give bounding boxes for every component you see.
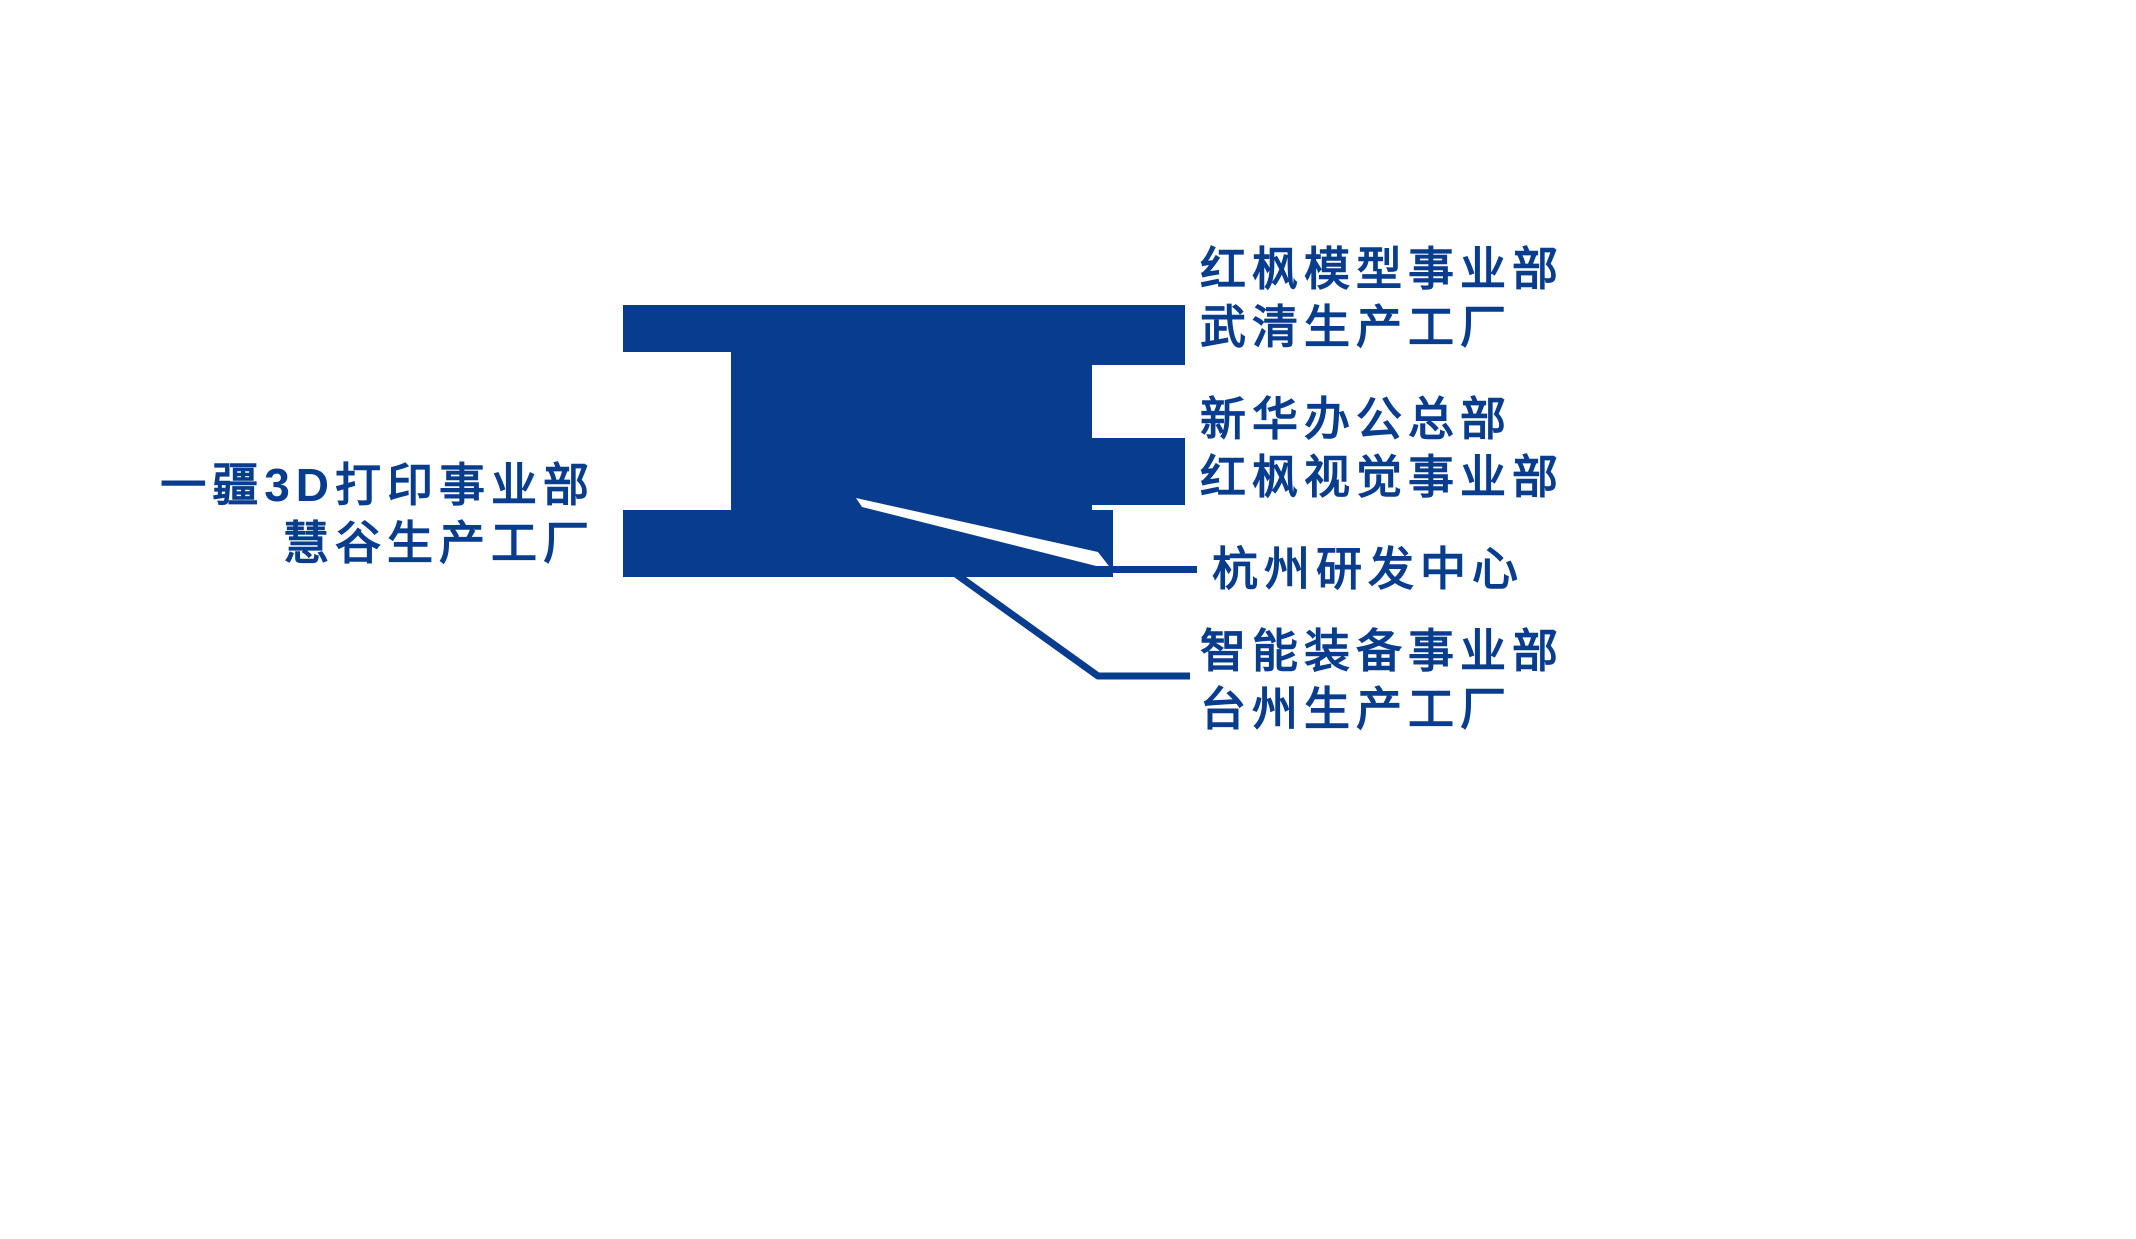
label-line-hq: 新华办公总部 xyxy=(1200,393,1512,445)
leader-line-taizhou xyxy=(950,569,1190,680)
label-line-factory: 武清生产工厂 xyxy=(1200,301,1512,353)
label-line-unit: 红枫模型事业部 xyxy=(1200,243,1564,295)
label-taizhou-smart-equipment: 智能装备事业部 台州生产工厂 xyxy=(1200,622,1564,738)
map-silhouette-shape xyxy=(623,305,1185,577)
label-yijiang-3d-printing: 一疆3D打印事业部 慧谷生产工厂 xyxy=(100,456,595,572)
label-line-factory: 慧谷生产工厂 xyxy=(283,517,595,569)
diagonal-slash-cutout xyxy=(856,498,1112,570)
label-line-factory: 台州生产工厂 xyxy=(1200,683,1512,735)
label-line-unit: 智能装备事业部 xyxy=(1200,625,1564,677)
label-line-rd: 杭州研发中心 xyxy=(1212,543,1524,595)
label-xinhua-headquarters: 新华办公总部 红枫视觉事业部 xyxy=(1200,390,1564,506)
label-line-unit: 红枫视觉事业部 xyxy=(1200,451,1564,503)
label-line-unit: 一疆3D打印事业部 xyxy=(160,459,595,511)
label-hangzhou-rd-center: 杭州研发中心 xyxy=(1212,540,1524,598)
label-hongfeng-model: 红枫模型事业部 武清生产工厂 xyxy=(1200,240,1564,356)
